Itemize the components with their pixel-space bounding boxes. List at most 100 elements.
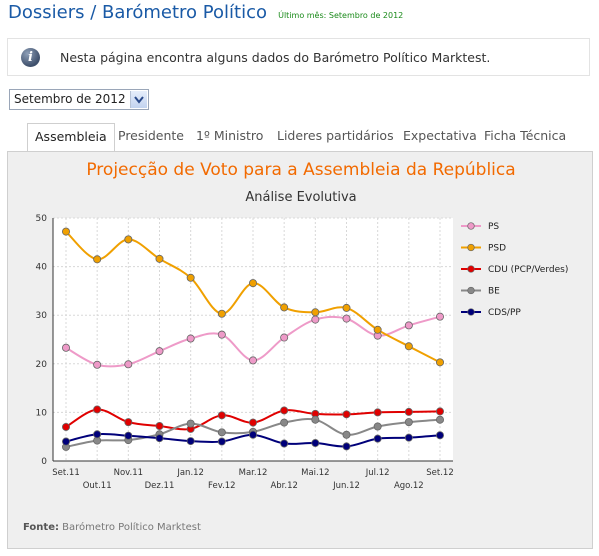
data-point <box>342 442 351 451</box>
data-point <box>93 430 102 439</box>
data-point <box>280 418 289 427</box>
data-point <box>248 279 257 288</box>
data-point <box>155 422 164 431</box>
data-point <box>311 439 320 448</box>
data-point <box>248 356 257 365</box>
data-point <box>311 415 320 424</box>
legend-label: CDU (PCP/Verdes) <box>488 265 568 275</box>
legend-label: PS <box>488 222 499 232</box>
data-point <box>373 434 382 443</box>
data-point <box>124 418 133 427</box>
month-select-value: Setembro de 2012 <box>14 92 126 106</box>
x-tick-label: Jun.12 <box>332 481 360 491</box>
x-tick-label: Mai.12 <box>301 468 329 478</box>
x-tick-label: Mar.12 <box>239 468 268 478</box>
data-point <box>186 273 195 282</box>
chart-area: 0 10 20 30 40 50 Set.11 Out.11Nov.11Dez.11Jan.1… <box>36 214 569 491</box>
data-point <box>280 303 289 312</box>
legend-marker <box>467 286 475 295</box>
data-point <box>435 407 444 416</box>
data-point <box>435 312 444 321</box>
data-point <box>342 314 351 323</box>
x-tick-label: Ago.12 <box>394 481 424 491</box>
data-point <box>404 321 413 330</box>
tab-ficha-tecnica[interactable]: Ficha Técnica <box>484 128 567 143</box>
data-point <box>373 422 382 431</box>
data-point <box>373 325 382 334</box>
data-point <box>280 439 289 448</box>
tab-expectativa[interactable]: Expectativa <box>403 128 477 143</box>
data-point <box>62 437 71 446</box>
tab-primeiro-ministro[interactable]: 1º Ministro <box>196 128 264 143</box>
legend-marker <box>467 243 475 252</box>
data-point <box>124 235 133 244</box>
legend-label: CDS/PP <box>488 308 521 318</box>
tab-lideres-partidarios[interactable]: Lideres partidários <box>277 128 394 143</box>
data-point <box>404 342 413 351</box>
data-point <box>124 360 133 369</box>
data-point <box>280 406 289 415</box>
chart-panel: Projecção de Voto para a Assembleia da R… <box>7 151 593 549</box>
data-point <box>435 431 444 440</box>
x-tick-label: Nov.11 <box>114 468 143 478</box>
data-point <box>435 415 444 424</box>
data-point <box>373 408 382 417</box>
legend-marker <box>467 222 475 230</box>
x-tick-label: Dez.11 <box>145 481 175 491</box>
data-point <box>186 437 195 446</box>
legend-marker <box>467 265 475 273</box>
data-point <box>62 227 71 236</box>
x-tick-label: Set.12 <box>426 468 453 478</box>
x-tick-label: Set.11 <box>52 468 79 478</box>
data-point <box>217 330 226 339</box>
y-tick-label: 30 <box>36 311 48 321</box>
info-icon: i <box>21 48 40 67</box>
x-tick-label: Fev.12 <box>208 481 236 491</box>
legend-label: PSD <box>488 244 506 254</box>
legend-marker <box>467 308 475 316</box>
data-point <box>248 430 257 439</box>
data-point <box>93 255 102 264</box>
info-box: i Nesta página encontra alguns dados do … <box>7 38 590 76</box>
month-select[interactable]: Setembro de 2012 <box>9 89 149 110</box>
dropdown-arrow-icon[interactable] <box>130 91 147 108</box>
data-point <box>62 343 71 352</box>
data-point <box>311 308 320 317</box>
legend-label: BE <box>488 287 500 297</box>
data-point <box>342 430 351 439</box>
data-point <box>155 434 164 443</box>
tab-presidente[interactable]: Presidente <box>118 128 184 143</box>
data-point <box>155 347 164 356</box>
data-point <box>404 433 413 442</box>
x-tick-label: Abr.12 <box>270 481 297 491</box>
data-point <box>311 315 320 324</box>
data-point <box>404 407 413 416</box>
data-point <box>186 334 195 343</box>
y-tick-label: 10 <box>36 408 48 418</box>
x-tick-label: Out.11 <box>83 481 112 491</box>
data-point <box>62 422 71 431</box>
data-point <box>93 405 102 414</box>
data-point <box>248 418 257 427</box>
last-month-label: Último mês: Setembro de 2012 <box>278 11 404 20</box>
chart-subtitle: Análise Evolutiva <box>245 190 357 205</box>
data-point <box>124 431 133 440</box>
data-point <box>93 360 102 369</box>
tab-assembleia[interactable]: Assembleia <box>27 123 115 151</box>
y-tick-label: 50 <box>36 214 48 224</box>
data-point <box>217 411 226 420</box>
data-point <box>155 254 164 263</box>
info-text: Nesta página encontra alguns dados do Ba… <box>60 50 491 65</box>
data-point <box>186 419 195 428</box>
x-tick-label: Jan.12 <box>176 468 204 478</box>
x-tick-label: Jul.12 <box>365 468 390 478</box>
data-point <box>342 303 351 312</box>
data-point <box>217 428 226 437</box>
data-point <box>342 410 351 419</box>
page-header: Dossiers / Barómetro Político Último mês… <box>8 2 403 23</box>
data-point <box>217 309 226 318</box>
chart-title: Projecção de Voto para a Assembleia da R… <box>86 160 516 180</box>
data-point <box>280 333 289 342</box>
y-tick-label: 0 <box>41 457 47 467</box>
y-tick-label: 40 <box>36 263 48 273</box>
